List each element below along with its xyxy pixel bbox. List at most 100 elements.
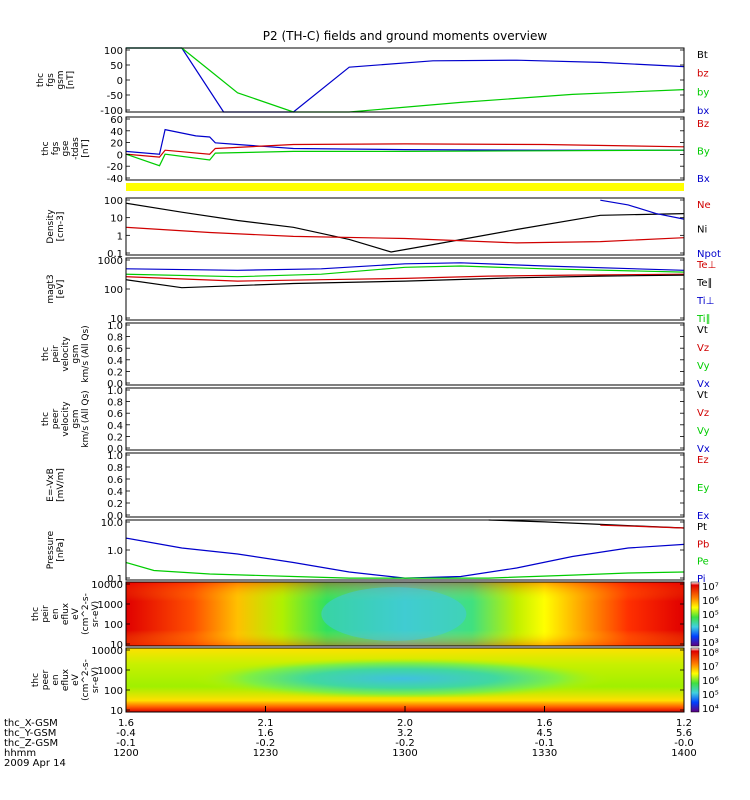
colorbar-label: 10⁷ [702,662,719,673]
series-density-Npot [600,199,685,220]
y-axis-label: -tdas [71,137,81,160]
y-tick-label: 100 [104,285,123,296]
legend-Ex: Ex [697,511,709,522]
y-axis-label: [cm-3] [56,212,66,242]
colorbar-9 [690,647,700,713]
y-axis-label: km/s (All Qs) [81,390,91,447]
legend-Ni: Ni [697,225,707,236]
legend-Vy: Vy [697,426,710,437]
x-tick-label-z: -0.2 [256,738,276,749]
y-tick-label: 0.1 [107,574,123,585]
y-axis-label: thc [31,673,41,687]
colorbar-label: 10⁶ [702,596,719,607]
legend-Pb: Pb [697,539,709,550]
panel-frame-fgs-gsm [125,47,685,113]
y-axis-label: Density [46,209,56,244]
x-tick-label-y: 3.2 [397,728,413,739]
legend-Te⊥: Te⊥ [696,260,716,271]
x-tick-label-t: 1230 [253,748,278,759]
y-axis-label: peir [41,605,51,623]
colorbar-label: 10⁵ [702,690,719,701]
y-axis-label: thc [41,141,51,155]
ion-spectrogram-core [321,587,467,641]
legend-Ne: Ne [697,200,711,211]
y-axis-label: magt3 [46,274,56,303]
y-tick-label: 0.2 [107,499,123,510]
legend-Ez: Ez [697,455,709,466]
x-tick-label-x: 2.0 [397,718,413,729]
series-fgs-gsm-by [126,47,685,113]
x-tick-label-t: 1400 [671,748,696,759]
panel-frame-density [125,197,685,256]
panel-frame-efield [125,452,685,518]
y-axis-label: [eV] [56,280,66,299]
y-axis-label: gsm [71,344,81,363]
y-axis-label: Pressure [46,530,56,569]
x-row-label: thc_Z-GSM [4,738,58,749]
x-tick-label-y: 1.6 [258,728,274,739]
y-tick-label: 0 [117,150,123,161]
y-tick-label: -100 [100,106,123,117]
legend-Vt: Vt [697,325,708,336]
legend-Vz: Vz [697,343,709,354]
y-tick-label: 50 [110,61,123,72]
y-tick-label: -40 [107,174,123,185]
y-tick-label: 1000 [98,256,123,267]
legend-Npot: Npot [697,249,721,260]
y-axis-label: [nT] [66,71,76,89]
y-tick-label: 0.6 [107,475,123,486]
panel-frame-fgs-gse [125,116,685,181]
series-temperature-Te⊥ [125,273,685,282]
y-axis-label: thc [41,412,51,426]
y-axis-label: km/s (All Qs) [81,325,91,382]
y-axis-label: gsm [71,409,81,428]
y-tick-label: 0.4 [107,421,123,432]
x-row-label: 2009 Apr 14 [4,758,66,769]
y-tick-label: 0.4 [107,487,123,498]
y-tick-label: 0.8 [107,333,123,344]
y-tick-label: 20 [110,139,123,150]
y-tick-label: 0.8 [107,463,123,474]
series-temperature-Ti⊥ [125,262,685,271]
colorbar-label: 10⁵ [702,610,719,621]
series-pressure-Pi [125,537,685,579]
y-tick-label: 0.4 [107,356,123,367]
x-tick-label-t: 1300 [392,748,417,759]
electron-spectrogram-core [192,655,612,698]
chart-title: P2 (TH-C) fields and ground moments over… [263,29,548,43]
y-tick-label: 10000 [91,580,123,591]
legend-Vx: Vx [697,379,710,390]
y-tick-label: 100 [104,46,123,57]
y-axis-label: peir [51,345,61,363]
y-axis-label: (cm^2-s- [81,659,91,701]
y-tick-label: 0.0 [107,444,123,455]
y-tick-label: 10 [110,314,123,325]
x-tick-label-t: 1330 [532,748,557,759]
y-axis-label: gse [61,140,71,156]
y-tick-label: 40 [110,127,123,138]
panel-frame-pressure [125,519,685,581]
y-tick-label: 10 [110,706,123,717]
x-tick-label-x: 1.6 [118,718,134,729]
colorbar-label: 10⁶ [702,676,719,687]
y-tick-label: 0.0 [107,379,123,390]
y-tick-label: 100 [104,620,123,631]
y-tick-label: 0.6 [107,344,123,355]
legend-Pt: Pt [697,522,707,533]
x-tick-label-y: 5.6 [676,728,692,739]
y-axis-label: eflux [61,602,71,625]
x-tick-label-y: -0.4 [116,728,136,739]
series-temperature-Ti∥ [125,265,685,278]
panel-frame-peir-en-eflux [125,581,685,647]
y-tick-label: 1000 [98,666,123,677]
legend-Te∥: Te∥ [696,278,713,289]
y-tick-label: 10 [110,214,123,225]
y-tick-label: 0.6 [107,409,123,420]
series-fgs-gse-Bx [125,128,684,155]
x-tick-label-x: 2.1 [258,718,274,729]
y-tick-label: 0.0 [107,511,123,522]
x-tick-label-t: 1200 [113,748,138,759]
y-axis-label: eV [71,673,81,686]
series-density-Ne [125,226,685,244]
y-tick-label: 1.0 [107,321,123,332]
